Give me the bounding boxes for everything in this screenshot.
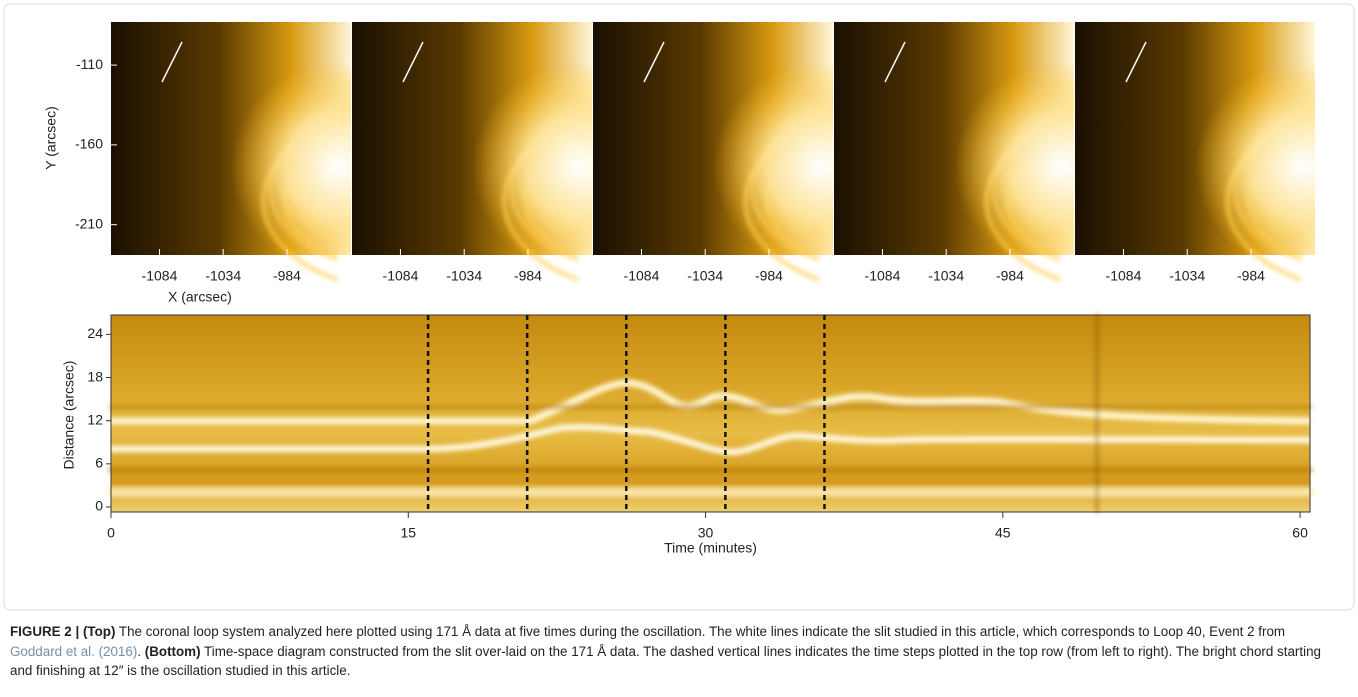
slit bbox=[643, 41, 665, 83]
figure-frame bbox=[3, 3, 1355, 611]
caption-reference[interactable]: Goddard et al. (2016) bbox=[10, 643, 138, 659]
panel-core bbox=[352, 22, 592, 255]
y-tick-label: -110 bbox=[76, 56, 103, 72]
x-tick-label: -984 bbox=[755, 268, 783, 284]
caption: FIGURE 2 | (Top) The coronal loop system… bbox=[10, 622, 1335, 681]
x-tick-label: 60 bbox=[1292, 525, 1308, 541]
y-axis-label: Y (arcsec) bbox=[43, 106, 59, 170]
x-axis-label: X (arcsec) bbox=[168, 289, 232, 305]
y-tick-label: 24 bbox=[87, 325, 103, 341]
x-tick-label: -1084 bbox=[142, 268, 178, 284]
x-tick-label: -1034 bbox=[687, 268, 723, 284]
y-tick-label: -210 bbox=[75, 215, 103, 231]
x-tick-label: -1034 bbox=[928, 268, 964, 284]
y-axis-label: Distance (arcsec) bbox=[61, 361, 77, 470]
x-tick-label: -1084 bbox=[624, 268, 660, 284]
y-tick-label: 12 bbox=[87, 411, 103, 427]
sun-panel bbox=[352, 22, 592, 282]
x-axis-label: Time (minutes) bbox=[664, 540, 757, 556]
caption-label: FIGURE 2 | bbox=[10, 624, 80, 639]
y-tick-label: -160 bbox=[75, 136, 103, 152]
x-tick-label: 0 bbox=[107, 525, 115, 541]
panel-core bbox=[834, 22, 1074, 255]
caption-text: Time-space diagram constructed from the … bbox=[10, 643, 1321, 679]
sun-panel bbox=[1075, 22, 1315, 282]
x-tick-label: -1084 bbox=[865, 268, 901, 284]
y-tick-label: 6 bbox=[95, 455, 103, 471]
figure: -1084 -1034 -984 -1084 -1034 -984 -1084 -1034 -9… bbox=[3, 3, 1355, 611]
slit bbox=[884, 41, 906, 83]
y-tick-label: 0 bbox=[95, 498, 103, 514]
panel-core bbox=[593, 22, 833, 255]
sun-panel bbox=[834, 22, 1074, 282]
panel-core bbox=[1075, 22, 1315, 255]
x-tick-label: -1034 bbox=[1169, 268, 1205, 284]
x-tick-label: 15 bbox=[400, 525, 416, 541]
caption-text: . bbox=[137, 643, 142, 659]
x-tick-label: -1084 bbox=[383, 268, 419, 284]
x-tick-label: -984 bbox=[514, 268, 542, 284]
time-space-image bbox=[106, 313, 1315, 514]
x-tick-label: -1034 bbox=[205, 268, 241, 284]
axes-frame bbox=[110, 314, 1311, 513]
sun-panel bbox=[111, 22, 351, 282]
x-tick-label: -984 bbox=[273, 268, 301, 284]
panel-core bbox=[111, 22, 351, 255]
x-tick-label: 30 bbox=[698, 525, 714, 541]
x-tick-label: -984 bbox=[996, 268, 1024, 284]
caption-text: The coronal loop system analyzed here pl… bbox=[118, 624, 1286, 639]
x-tick-label: -984 bbox=[1237, 268, 1265, 284]
caption-heading: (Bottom) bbox=[144, 643, 201, 659]
x-tick-label: -1084 bbox=[1106, 268, 1142, 284]
slit bbox=[161, 41, 183, 83]
x-tick-label: 45 bbox=[995, 525, 1011, 541]
y-tick-label: 18 bbox=[87, 368, 103, 384]
x-tick-label: -1034 bbox=[446, 268, 482, 284]
sun-panel bbox=[593, 22, 833, 282]
slit bbox=[402, 41, 424, 83]
slit bbox=[1125, 41, 1147, 83]
caption-heading: (Top) bbox=[82, 624, 116, 639]
